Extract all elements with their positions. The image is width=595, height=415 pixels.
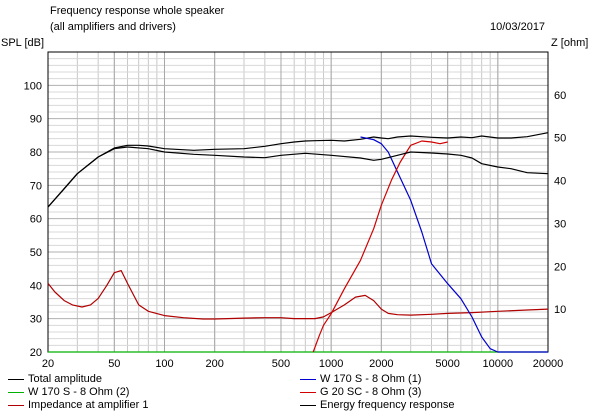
y-axis-label-left: SPL [dB] [1,37,45,49]
x-tick-label: 200 [205,358,223,370]
y-tick-label: 40 [30,280,42,292]
y2-tick-label: 50 [554,133,566,145]
series-line-total-amplitude [47,132,549,208]
y-tick-label: 30 [30,314,42,326]
y-axis-label-right: Z [ohm] [551,37,589,49]
y2-tick-label: 30 [554,218,566,230]
plot-frame [47,51,549,353]
x-tick-label: 20000 [533,358,564,370]
legend-label: Impedance at amplifier 1 [28,399,149,411]
chart-subtitle: (all amplifiers and drivers) [50,21,176,33]
x-tick-label: 1000 [319,358,343,370]
series-line-impedance-at-amplifier-1 [47,270,549,320]
legend-swatch [8,392,24,393]
y2-tick-label: 40 [554,176,566,188]
legend-swatch [8,379,24,380]
y-tick-label: 20 [30,347,42,359]
series-line-w-170-s-8-ohm-1 [360,136,548,353]
legend-label: W 170 S - 8 Ohm (1) [320,373,422,385]
y2-tick-label: 10 [554,304,566,316]
legend-label: W 170 S - 8 Ohm (2) [28,386,130,398]
y2-tick-label: 60 [554,90,566,102]
y-tick-label: 70 [30,180,42,192]
legend-label: G 20 SC - 8 Ohm (3) [320,386,422,398]
series-line-g-20-sc-8-ohm-3 [312,140,448,353]
x-tick-label: 50 [108,358,120,370]
legend-swatch [300,379,316,380]
chart-title: Frequency response whole speaker [50,5,225,17]
x-tick-label: 20 [42,358,54,370]
y-tick-label: 80 [30,147,42,159]
y-tick-label: 60 [30,214,42,226]
x-tick-label: 500 [272,358,290,370]
legend-label: Energy frequency response [320,399,455,411]
x-tick-label: 2000 [369,358,393,370]
legend-swatch [8,405,24,406]
y-tick-label: 50 [30,247,42,259]
y-tick-label: 90 [30,114,42,126]
x-tick-label: 10000 [483,358,514,370]
legend-label: Total amplitude [28,373,102,385]
legend-swatch [300,392,316,393]
legend-swatch [300,405,316,406]
series-line-energy-frequency-response [47,146,549,208]
y-tick-label: 100 [24,80,42,92]
x-tick-label: 5000 [435,358,459,370]
chart-date: 10/03/2017 [490,21,546,33]
x-tick-label: 100 [155,358,173,370]
y2-tick-label: 20 [554,261,566,273]
